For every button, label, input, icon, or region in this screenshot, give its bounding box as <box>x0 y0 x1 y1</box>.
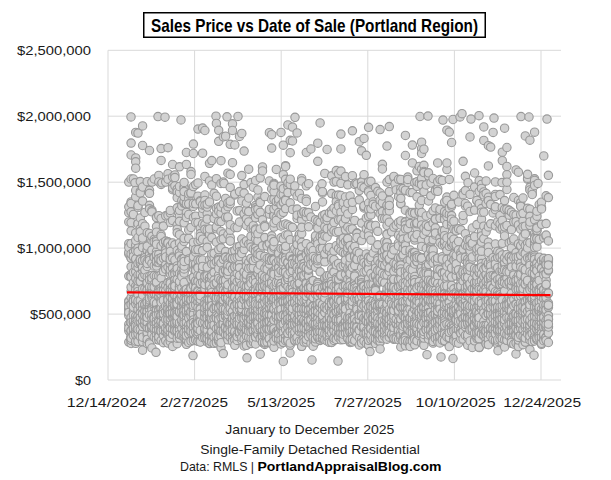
svg-text:$1,000,000: $1,000,000 <box>17 241 91 256</box>
svg-text:2/27/2025: 2/27/2025 <box>160 395 228 410</box>
svg-text:$2,500,000: $2,500,000 <box>17 43 91 58</box>
svg-text:$1,500,000: $1,500,000 <box>17 175 91 190</box>
svg-text:Sales Price vs Date of Sale (P: Sales Price vs Date of Sale (Portland Re… <box>151 15 478 36</box>
svg-text:12/24/2025: 12/24/2025 <box>503 395 581 410</box>
svg-text:5/13/2025: 5/13/2025 <box>247 395 315 410</box>
svg-text:7/27/2025: 7/27/2025 <box>334 395 402 410</box>
svg-text:Single-Family Detached Residen: Single-Family Detached Residential <box>200 442 420 457</box>
svg-text:January to December 2025: January to December 2025 <box>225 422 394 437</box>
svg-text:$2,000,000: $2,000,000 <box>17 109 91 124</box>
svg-text:$500,000: $500,000 <box>30 307 91 322</box>
svg-text:10/10/2025: 10/10/2025 <box>416 395 496 410</box>
svg-text:Data: RMLS | PortlandAppraisal: Data: RMLS | PortlandAppraisalBlog.com <box>180 459 442 474</box>
svg-text:$0: $0 <box>75 373 91 388</box>
svg-text:12/14/2024: 12/14/2024 <box>67 395 148 410</box>
